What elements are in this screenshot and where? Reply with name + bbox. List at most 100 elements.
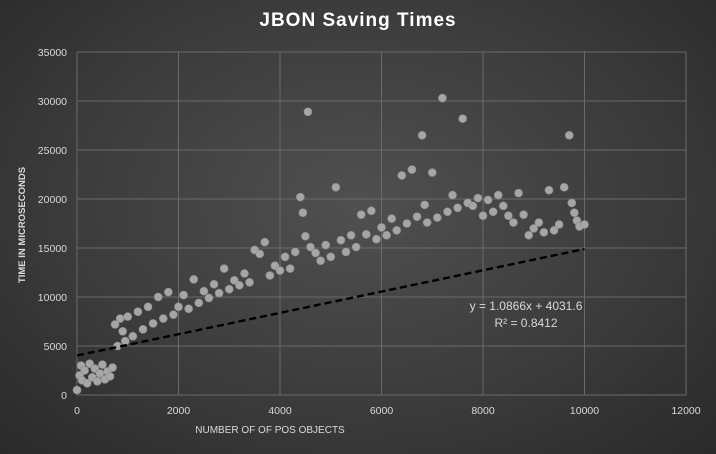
- data-point: [367, 206, 376, 216]
- y-axis-label: TIME IN MICROSECONDS: [17, 167, 28, 283]
- gridlines: [76, 51, 687, 396]
- data-point: [331, 182, 341, 192]
- data-point: [382, 230, 391, 240]
- data-point: [392, 226, 402, 235]
- y-tick-label: 35000: [38, 47, 67, 59]
- data-point: [438, 93, 447, 103]
- data-point: [361, 229, 371, 239]
- data-point: [290, 247, 300, 257]
- data-point: [564, 131, 574, 140]
- data-point: [519, 210, 528, 219]
- data-point: [504, 211, 513, 220]
- data-point: [93, 376, 102, 386]
- data-point: [346, 230, 356, 240]
- y-tick-label: 5000: [44, 341, 68, 353]
- data-point: [110, 320, 120, 329]
- data-point: [194, 298, 204, 308]
- data-point: [265, 271, 275, 280]
- data-point: [224, 284, 234, 294]
- data-point: [559, 182, 569, 192]
- data-point: [255, 249, 265, 259]
- data-point: [260, 237, 270, 247]
- data-points: [72, 93, 589, 395]
- data-point: [402, 219, 412, 228]
- data-point: [298, 208, 308, 218]
- data-point: [509, 218, 518, 227]
- data-point: [123, 312, 133, 321]
- trendline-equation: y = 1.0866x + 4031.6: [470, 299, 583, 313]
- data-point: [179, 290, 188, 300]
- data-point: [372, 234, 381, 244]
- data-point: [240, 269, 249, 278]
- y-tick-label: 0: [61, 390, 67, 402]
- data-point: [420, 200, 429, 210]
- data-point: [387, 214, 396, 223]
- x-tick-label: 8000: [471, 405, 495, 417]
- data-point: [311, 248, 320, 258]
- data-point: [204, 293, 214, 303]
- data-point: [301, 231, 310, 241]
- data-point: [351, 242, 361, 252]
- data-point: [453, 203, 462, 213]
- data-point: [356, 210, 366, 219]
- data-point: [316, 256, 325, 266]
- data-point: [98, 360, 107, 369]
- data-point: [164, 287, 173, 297]
- x-tick-label: 10000: [570, 405, 599, 417]
- data-point: [443, 207, 452, 217]
- data-point: [468, 201, 478, 211]
- x-tick-label: 2000: [167, 405, 191, 417]
- x-tick-label: 0: [74, 405, 80, 417]
- data-point: [128, 331, 138, 341]
- data-point: [199, 286, 209, 296]
- data-point: [80, 366, 89, 375]
- data-point: [280, 252, 290, 262]
- data-point: [108, 363, 117, 372]
- y-tick-label: 25000: [38, 145, 67, 157]
- data-point: [153, 292, 163, 302]
- data-point: [115, 314, 125, 323]
- data-point: [105, 372, 115, 381]
- data-point: [275, 266, 285, 275]
- data-point: [133, 307, 143, 317]
- data-point: [422, 218, 432, 227]
- y-tick-label: 15000: [38, 243, 67, 255]
- x-axis-label: NUMBER OF OF POS OBJECTS: [195, 425, 345, 436]
- x-tick-label: 12000: [671, 405, 700, 417]
- data-point: [148, 319, 158, 328]
- y-tick-label: 10000: [38, 292, 67, 304]
- data-point: [397, 171, 407, 180]
- data-point: [295, 192, 305, 202]
- data-point: [534, 218, 544, 227]
- data-point: [118, 326, 127, 336]
- data-point: [554, 220, 564, 229]
- data-point: [235, 280, 244, 290]
- data-point: [448, 190, 457, 200]
- data-point: [138, 325, 148, 334]
- data-point: [549, 226, 559, 235]
- data-point: [341, 247, 351, 257]
- data-point: [493, 190, 503, 200]
- data-point: [539, 228, 549, 237]
- data-point: [377, 223, 386, 232]
- data-point: [580, 220, 589, 229]
- data-point: [427, 168, 437, 177]
- data-point: [158, 314, 168, 323]
- x-tick-label: 4000: [268, 405, 292, 417]
- data-point: [336, 235, 346, 245]
- data-point: [184, 304, 193, 314]
- data-point: [473, 193, 483, 203]
- data-point: [321, 240, 330, 250]
- data-point: [143, 302, 153, 312]
- data-point: [483, 195, 493, 205]
- data-point: [219, 264, 229, 273]
- tick-labels: 0 5000 10000 15000 20000 25000 30000 35000 0 2000…: [38, 47, 701, 417]
- trendline-line: [76, 247, 585, 357]
- trendline-r2: R² = 0.8412: [494, 316, 557, 330]
- data-point: [570, 208, 579, 218]
- data-point: [514, 188, 523, 198]
- data-point: [417, 131, 427, 140]
- data-point: [326, 252, 336, 262]
